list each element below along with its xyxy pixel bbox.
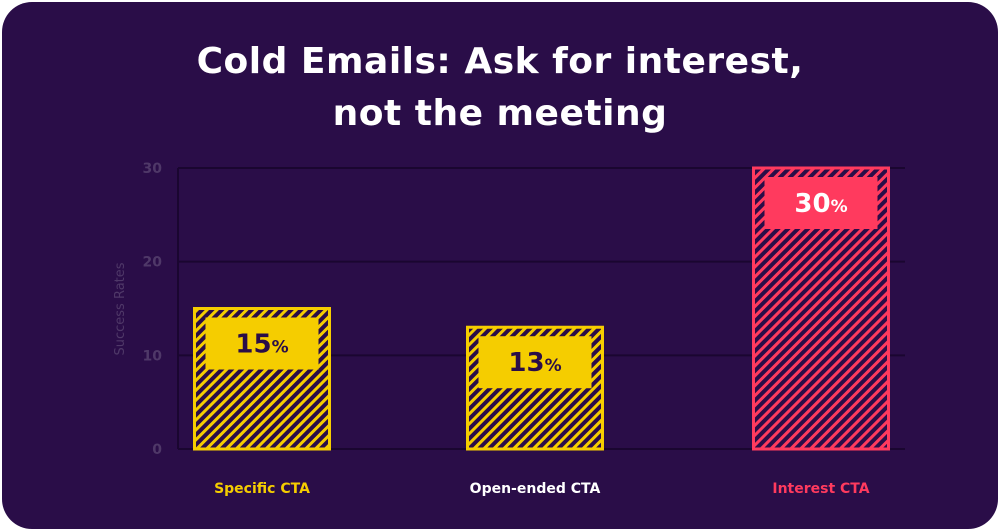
chart-title-line-1: Cold Emails: Ask for interest, — [196, 41, 804, 82]
data-label: 15% — [235, 330, 288, 360]
y-axis: 0 10 20 30 Success Rates — [113, 161, 179, 458]
value-badge — [478, 336, 592, 389]
x-tick-label: Specific CTA — [214, 481, 310, 497]
chart-title-line-2: not the meeting — [332, 93, 668, 134]
bars: 15% 13% 30% — [193, 166, 890, 451]
y-tick-label: 30 — [143, 161, 163, 177]
y-tick-label: 0 — [152, 442, 162, 458]
chart-title: Cold Emails: Ask for interest, not the m… — [2, 36, 998, 140]
y-axis-title: Success Rates — [113, 262, 128, 355]
y-tick-label: 20 — [143, 255, 163, 271]
data-label: 30% — [794, 189, 847, 219]
value-badge — [205, 317, 319, 370]
data-label: 13% — [508, 348, 561, 378]
value-badge — [764, 177, 878, 229]
x-axis: Specific CTA Open-ended CTA Interest CTA — [214, 481, 870, 497]
x-tick-label: Interest CTA — [772, 481, 869, 497]
y-tick-label: 10 — [143, 348, 163, 364]
x-tick-label: Open-ended CTA — [470, 481, 601, 497]
